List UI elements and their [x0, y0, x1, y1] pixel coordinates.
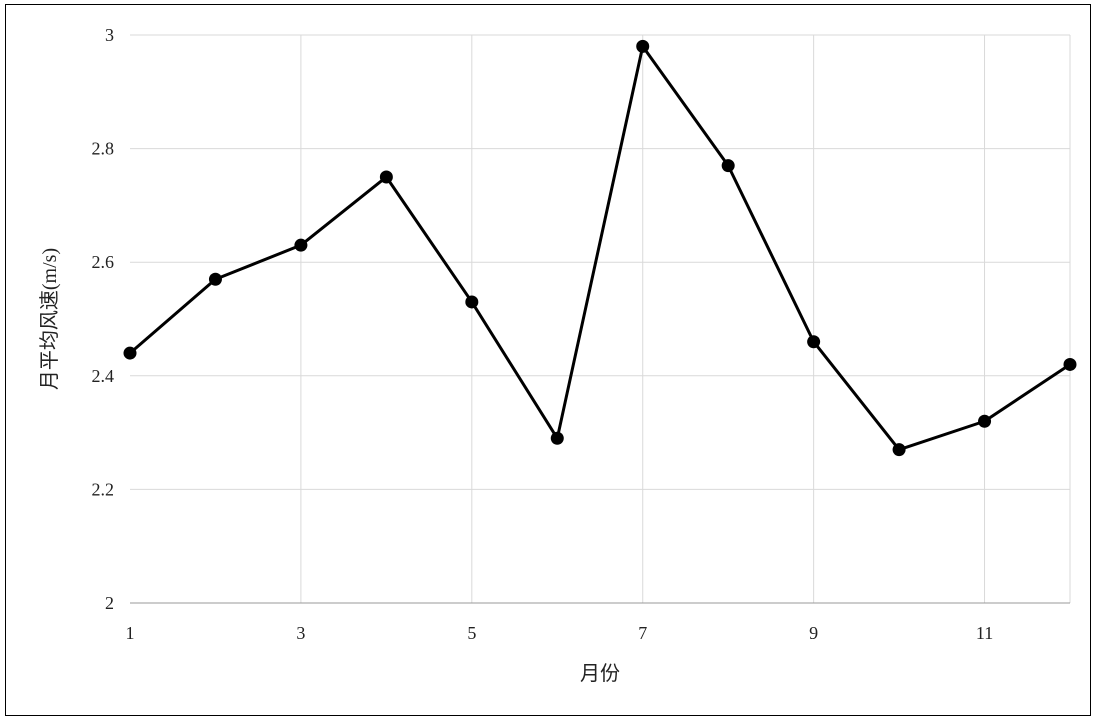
y-axis-ticks: 2 2.2 2.4 2.6 2.8 3: [92, 25, 115, 613]
y-tick-label: 2.4: [92, 366, 115, 386]
y-tick-label: 2.8: [92, 139, 115, 159]
y-tick-label: 2.6: [92, 252, 115, 272]
data-point: [465, 295, 479, 309]
gridlines: [130, 34, 1071, 603]
x-tick-label: 11: [976, 623, 993, 643]
data-point: [892, 443, 906, 457]
x-axis-title: 月份: [580, 662, 620, 685]
x-tick-label: 5: [467, 623, 476, 643]
data-point: [379, 170, 393, 184]
series-group: [123, 39, 1077, 457]
x-tick-label: 1: [126, 623, 135, 643]
x-axis-ticks: 1 3 5 7 9 11: [126, 623, 994, 643]
data-point: [208, 272, 222, 286]
y-axis-title: 月平均风速(m/s): [38, 248, 61, 390]
data-point: [294, 238, 308, 252]
data-point: [1063, 357, 1077, 371]
data-point: [978, 414, 992, 428]
y-tick-label: 3: [105, 25, 114, 45]
data-point: [721, 159, 735, 173]
y-tick-label: 2: [105, 593, 114, 613]
series-line: [129, 44, 1071, 452]
x-tick-label: 9: [809, 623, 818, 643]
chart-frame: [5, 4, 1091, 716]
x-tick-label: 7: [638, 623, 647, 643]
data-point: [123, 346, 137, 360]
x-tick-label: 3: [296, 623, 305, 643]
y-tick-label: 2.2: [92, 479, 115, 499]
data-point: [550, 431, 564, 445]
data-point: [636, 39, 650, 53]
data-point: [807, 335, 821, 349]
